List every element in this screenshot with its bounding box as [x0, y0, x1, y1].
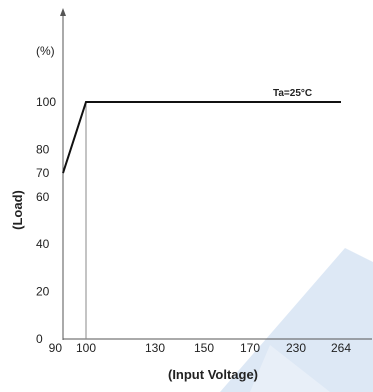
y-tick-label: 40 — [36, 237, 50, 251]
x-tick-label: 264 — [331, 341, 351, 355]
x-tick-label: 230 — [286, 341, 306, 355]
series-line — [62, 101, 341, 174]
x-tick-label: 130 — [145, 341, 165, 355]
x-tick-label: 90 — [49, 341, 63, 355]
y-tick-label: 80 — [36, 142, 50, 156]
y-tick-label: 70 — [36, 166, 50, 180]
y-axis-title: (Load) — [10, 190, 25, 230]
y-axis-arrow — [60, 8, 66, 16]
axes: 0 20 40 60 70 80 100 90 100 130 150 170 230 264 — [36, 8, 372, 355]
y-tick-label: 60 — [36, 190, 50, 204]
y-tick-label: 100 — [36, 95, 56, 109]
plot-area — [62, 101, 341, 339]
watermark-shape — [220, 248, 373, 392]
temperature-annotation: Ta=25°C — [273, 88, 312, 99]
watermark-shape-2 — [250, 345, 330, 392]
y-tick-label: 20 — [36, 285, 50, 299]
x-axis-title: (Input Voltage) — [168, 367, 258, 382]
x-tick-label: 100 — [76, 341, 96, 355]
y-unit-label: (%) — [36, 44, 55, 58]
y-tick-label: 0 — [36, 332, 43, 346]
x-tick-label: 170 — [240, 341, 260, 355]
x-tick-label: 150 — [194, 341, 214, 355]
